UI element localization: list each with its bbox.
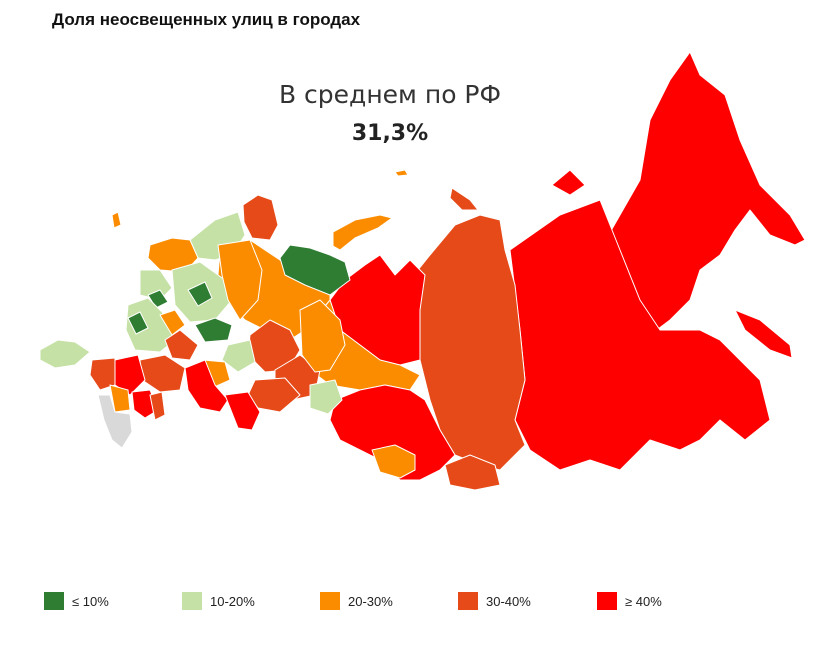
region-caucasus-1 bbox=[109, 384, 131, 413]
average-value: 31,3% bbox=[351, 121, 429, 146]
region-volgograd bbox=[184, 359, 229, 413]
region-central-2 bbox=[187, 281, 213, 307]
region-yakutia bbox=[509, 199, 771, 471]
region-central-6 bbox=[159, 309, 186, 336]
region-central-7 bbox=[164, 329, 199, 361]
region-small-island bbox=[394, 169, 409, 177]
region-tyva bbox=[444, 454, 501, 491]
region-astrakhan bbox=[224, 391, 261, 431]
region-novaya-zemlya bbox=[332, 214, 393, 251]
region-murmansk bbox=[242, 194, 279, 241]
region-south-siberia bbox=[329, 384, 456, 481]
region-kurgan bbox=[309, 379, 343, 415]
region-altai bbox=[371, 444, 416, 479]
region-sverdlovsk bbox=[299, 299, 346, 373]
region-taimyr-islands bbox=[449, 187, 479, 211]
region-kamchatka-island bbox=[734, 309, 793, 359]
region-kaliningrad bbox=[111, 211, 122, 229]
region-central-3 bbox=[194, 317, 233, 343]
region-dagestan bbox=[149, 391, 166, 421]
region-no-data bbox=[97, 394, 133, 449]
average-label: В среднем по РФ bbox=[278, 80, 502, 109]
region-far-east bbox=[599, 51, 806, 346]
region-volga-1 bbox=[217, 239, 263, 321]
region-rostov bbox=[139, 354, 186, 393]
region-volga-4 bbox=[221, 339, 256, 373]
region-stavropol bbox=[89, 357, 116, 391]
region-pskov bbox=[139, 269, 173, 301]
region-crimea bbox=[39, 339, 91, 369]
region-central-5 bbox=[127, 311, 149, 335]
region-nenets bbox=[279, 244, 351, 296]
region-chukotka-coast bbox=[551, 169, 586, 196]
map-title: Доля неосвещенных улиц в городах bbox=[52, 10, 361, 29]
